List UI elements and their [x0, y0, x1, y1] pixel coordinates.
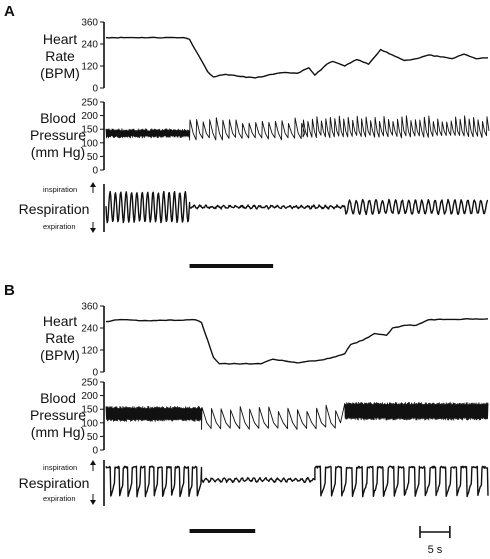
panel-a-blood-pressure-tick-label-200: 200	[81, 111, 98, 122]
panel-b-blood-pressure-tick-label-0: 0	[92, 446, 98, 457]
panel-a-bp-label-2: Pressure	[30, 127, 86, 143]
panel-a-bp-label-3: (mm Hg)	[31, 144, 85, 160]
panel-b-expiration-label: expiration	[43, 494, 76, 503]
panel-a-letter: A	[4, 3, 15, 20]
panel-b-respiration-label: Respiration	[19, 475, 90, 491]
panel-a-heart-rate-tick-label-120: 120	[81, 62, 98, 73]
panel-b-blood-pressure-trace	[105, 401, 489, 430]
panel-b-up-arrow-icon	[90, 460, 96, 471]
panel-b-heart-rate-trace	[105, 318, 489, 365]
panel-a-blood-pressure-tick-label-250: 250	[81, 98, 98, 109]
panel-a-respiration-label: Respiration	[19, 201, 90, 217]
panel-b-blood-pressure-tick-label-250: 250	[81, 378, 98, 389]
panel-b-heart-rate-tick-label-240: 240	[81, 324, 98, 335]
panel-b-letter: B	[4, 282, 15, 299]
panel-b-inspiration-label: inspiration	[43, 463, 77, 472]
panel-a-blood-pressure-trace	[105, 115, 490, 141]
panel-a-blood-pressure-tick-label-50: 50	[87, 152, 99, 163]
panel-b-bp-label-1: Blood	[40, 390, 76, 406]
panel-a-blood-pressure-tick-label-150: 150	[81, 125, 98, 136]
panel-a-hr-label-3: (BPM)	[40, 65, 80, 81]
panel-b-heart-rate-tick-label-0: 0	[92, 368, 98, 379]
panel-b-blood-pressure-tick-label-200: 200	[81, 391, 98, 402]
panel-a-blood-pressure-tick-label-0: 0	[92, 166, 98, 177]
panel-a-blood-pressure-tick-label-100: 100	[81, 138, 98, 149]
panel-a-respiration-trace	[105, 190, 489, 224]
panel-b-heart-rate-tick-label-360: 360	[81, 302, 98, 313]
panel-a-blood-pressure-axis: 0 50 100 150 200 250	[81, 98, 105, 177]
panel-b-bp-label-2: Pressure	[30, 407, 86, 423]
panel-b-hr-label-3: (BPM)	[40, 347, 80, 363]
panel-b: B Heart Rate (BPM) 0 120 240 360 Blood Pres…	[4, 282, 489, 533]
panel-a-expiration-label: expiration	[43, 222, 76, 231]
panel-b-bp-label-3: (mm Hg)	[31, 424, 85, 440]
panel-b-blood-pressure-tick-label-50: 50	[87, 432, 99, 443]
time-scale-bar: 5 s	[419, 526, 451, 556]
panel-b-hr-label-1: Heart	[43, 313, 77, 329]
panel-a-stimulus-bar	[189, 264, 274, 268]
panel-a-up-arrow-icon	[90, 182, 96, 193]
panel-a-heart-rate-tick-label-360: 360	[81, 18, 98, 29]
panel-a-heart-rate-tick-label-0: 0	[92, 84, 98, 95]
panel-b-hr-label-2: Rate	[45, 330, 75, 346]
panel-b-heart-rate-axis: 0 120 240 360	[81, 302, 105, 379]
panel-a-heart-rate-trace	[105, 36, 489, 79]
panel-b-heart-rate-tick-label-120: 120	[81, 346, 98, 357]
panel-a: A Heart Rate (BPM) 0 120 240 360 Blood Pres…	[4, 3, 490, 268]
panel-b-down-arrow-icon	[90, 494, 96, 505]
panel-a-down-arrow-icon	[90, 222, 96, 233]
panel-a-hr-label-1: Heart	[43, 31, 77, 47]
scale-bar-label: 5 s	[428, 544, 443, 556]
panel-b-blood-pressure-tick-label-150: 150	[81, 405, 98, 416]
panel-b-blood-pressure-axis: 0 50 100 150 200 250	[81, 378, 105, 457]
panel-a-heart-rate-axis: 0 120 240 360	[81, 18, 105, 95]
panel-b-blood-pressure-tick-label-100: 100	[81, 418, 98, 429]
panel-a-bp-label-1: Blood	[40, 110, 76, 126]
panel-b-stimulus-bar	[189, 529, 256, 533]
panel-a-hr-label-2: Rate	[45, 48, 75, 64]
panel-a-heart-rate-tick-label-240: 240	[81, 40, 98, 51]
panel-a-inspiration-label: inspiration	[43, 185, 77, 194]
panel-b-respiration-trace	[105, 465, 489, 498]
